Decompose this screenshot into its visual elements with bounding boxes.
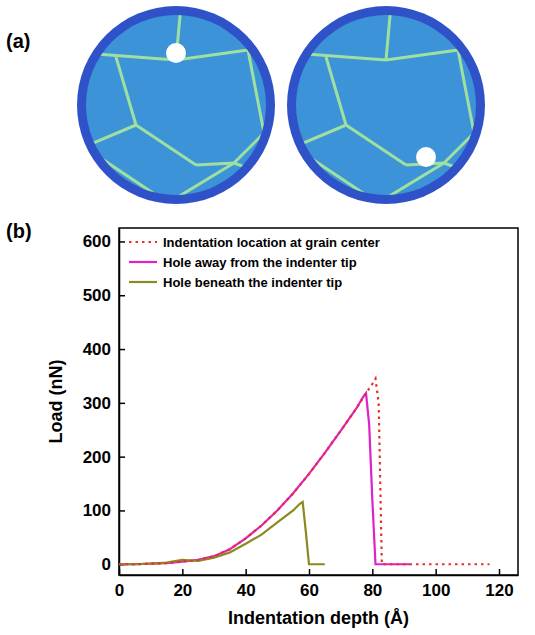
legend-item: Hole away from the indenter tip [129, 255, 357, 270]
tick: 300 [83, 394, 125, 413]
grain-boundary [81, 53, 176, 60]
x-axis-title: Indentation depth (Å) [228, 608, 409, 628]
grain-boundary [234, 133, 264, 163]
grain-boundary [264, 133, 276, 145]
tick-mark [119, 456, 125, 458]
legend-swatch [129, 241, 157, 243]
y-axis-title: Load (nN) [46, 360, 66, 444]
tick-mark [435, 569, 437, 575]
panel-label: (b) [6, 220, 32, 242]
grain-boundary [294, 147, 378, 203]
grain-boundary [136, 125, 196, 165]
grain-boundary [291, 53, 386, 60]
series-line [119, 393, 410, 564]
tick-label: 0 [115, 581, 124, 600]
tick-label: 80 [363, 581, 382, 600]
tick-label: 40 [237, 581, 256, 600]
tick-mark [119, 510, 125, 512]
grain-boundary [116, 57, 136, 125]
y-axis: 0 100 200 300 400 500 600 [83, 229, 125, 576]
axis-line [119, 229, 121, 576]
tick-mark [182, 569, 184, 575]
grain-boundary [248, 27, 272, 50]
legend-swatch [129, 261, 157, 263]
tick-label: 300 [83, 394, 111, 413]
tick-mark [119, 241, 125, 243]
snapshot [287, 5, 486, 204]
grain-boundary [326, 57, 346, 125]
tick: 600 [83, 232, 125, 251]
grain-boundary [234, 163, 272, 177]
tick: 60 [300, 569, 319, 600]
tick-mark [372, 569, 374, 575]
legend-label: Hole beneath the indenter tip [163, 275, 342, 290]
snapshot [77, 5, 276, 204]
plot-frame [119, 228, 518, 575]
tick-label: 600 [83, 232, 111, 251]
grain-boundary [196, 163, 234, 165]
series-line [119, 379, 490, 565]
grain-boundary [458, 50, 474, 133]
grain-boundary [346, 125, 406, 165]
tick-mark [119, 403, 125, 405]
x-axis: 0 20 40 60 80 100 120 [115, 569, 519, 600]
tick: 400 [83, 340, 125, 359]
tick-label: 0 [102, 555, 111, 574]
legend-label: Hole away from the indenter tip [163, 255, 357, 270]
tick-label: 20 [173, 581, 192, 600]
grain-boundary [84, 125, 136, 147]
grain-boundary [386, 5, 391, 60]
series-line [119, 502, 325, 564]
tick: 100 [422, 569, 450, 600]
grain-boundary [176, 50, 248, 60]
figure: (a) (b) 0 20 40 60 80 100 120 0 100 200 300 400 500 600… [0, 0, 535, 635]
grain-boundary [84, 147, 168, 203]
tick-label: 500 [83, 286, 111, 305]
hole [416, 147, 436, 167]
tick-label: 60 [300, 581, 319, 600]
tick-label: 100 [83, 501, 111, 520]
tick: 20 [173, 569, 192, 600]
tick-label: 200 [83, 448, 111, 467]
tick: 100 [83, 501, 125, 520]
tick-mark [309, 569, 311, 575]
grain-boundary [168, 163, 234, 203]
tick-mark [245, 569, 247, 575]
grain-boundary [294, 125, 346, 147]
grain-boundary [444, 163, 482, 177]
tick: 40 [237, 569, 256, 600]
tick-mark [499, 569, 501, 575]
tick-label: 120 [485, 581, 513, 600]
tick: 120 [485, 569, 513, 600]
axis-line [120, 575, 519, 577]
tick-mark [119, 349, 125, 351]
grain-boundary [248, 50, 264, 133]
legend-label: Indentation location at grain center [163, 235, 380, 250]
tick: 80 [363, 569, 382, 600]
tick: 200 [83, 448, 125, 467]
grain-boundary [474, 133, 486, 145]
sheet-rim [77, 6, 275, 204]
plot-lines [119, 379, 490, 565]
tick-label: 400 [83, 340, 111, 359]
hole [166, 43, 186, 63]
legend-item: Indentation location at grain center [129, 235, 380, 250]
tick-label: 100 [422, 581, 450, 600]
legend-swatch [129, 281, 157, 283]
tick: 500 [83, 286, 125, 305]
panel-label: (a) [6, 30, 30, 52]
grain-boundary [386, 50, 458, 60]
grain-boundary [378, 163, 444, 203]
grain-boundary [444, 133, 474, 163]
grain-boundary [458, 27, 482, 50]
sheet-rim [287, 6, 485, 204]
legend-item: Hole beneath the indenter tip [129, 275, 342, 290]
tick-mark [119, 295, 125, 297]
legend: Indentation location at grain center Hole… [129, 235, 380, 290]
